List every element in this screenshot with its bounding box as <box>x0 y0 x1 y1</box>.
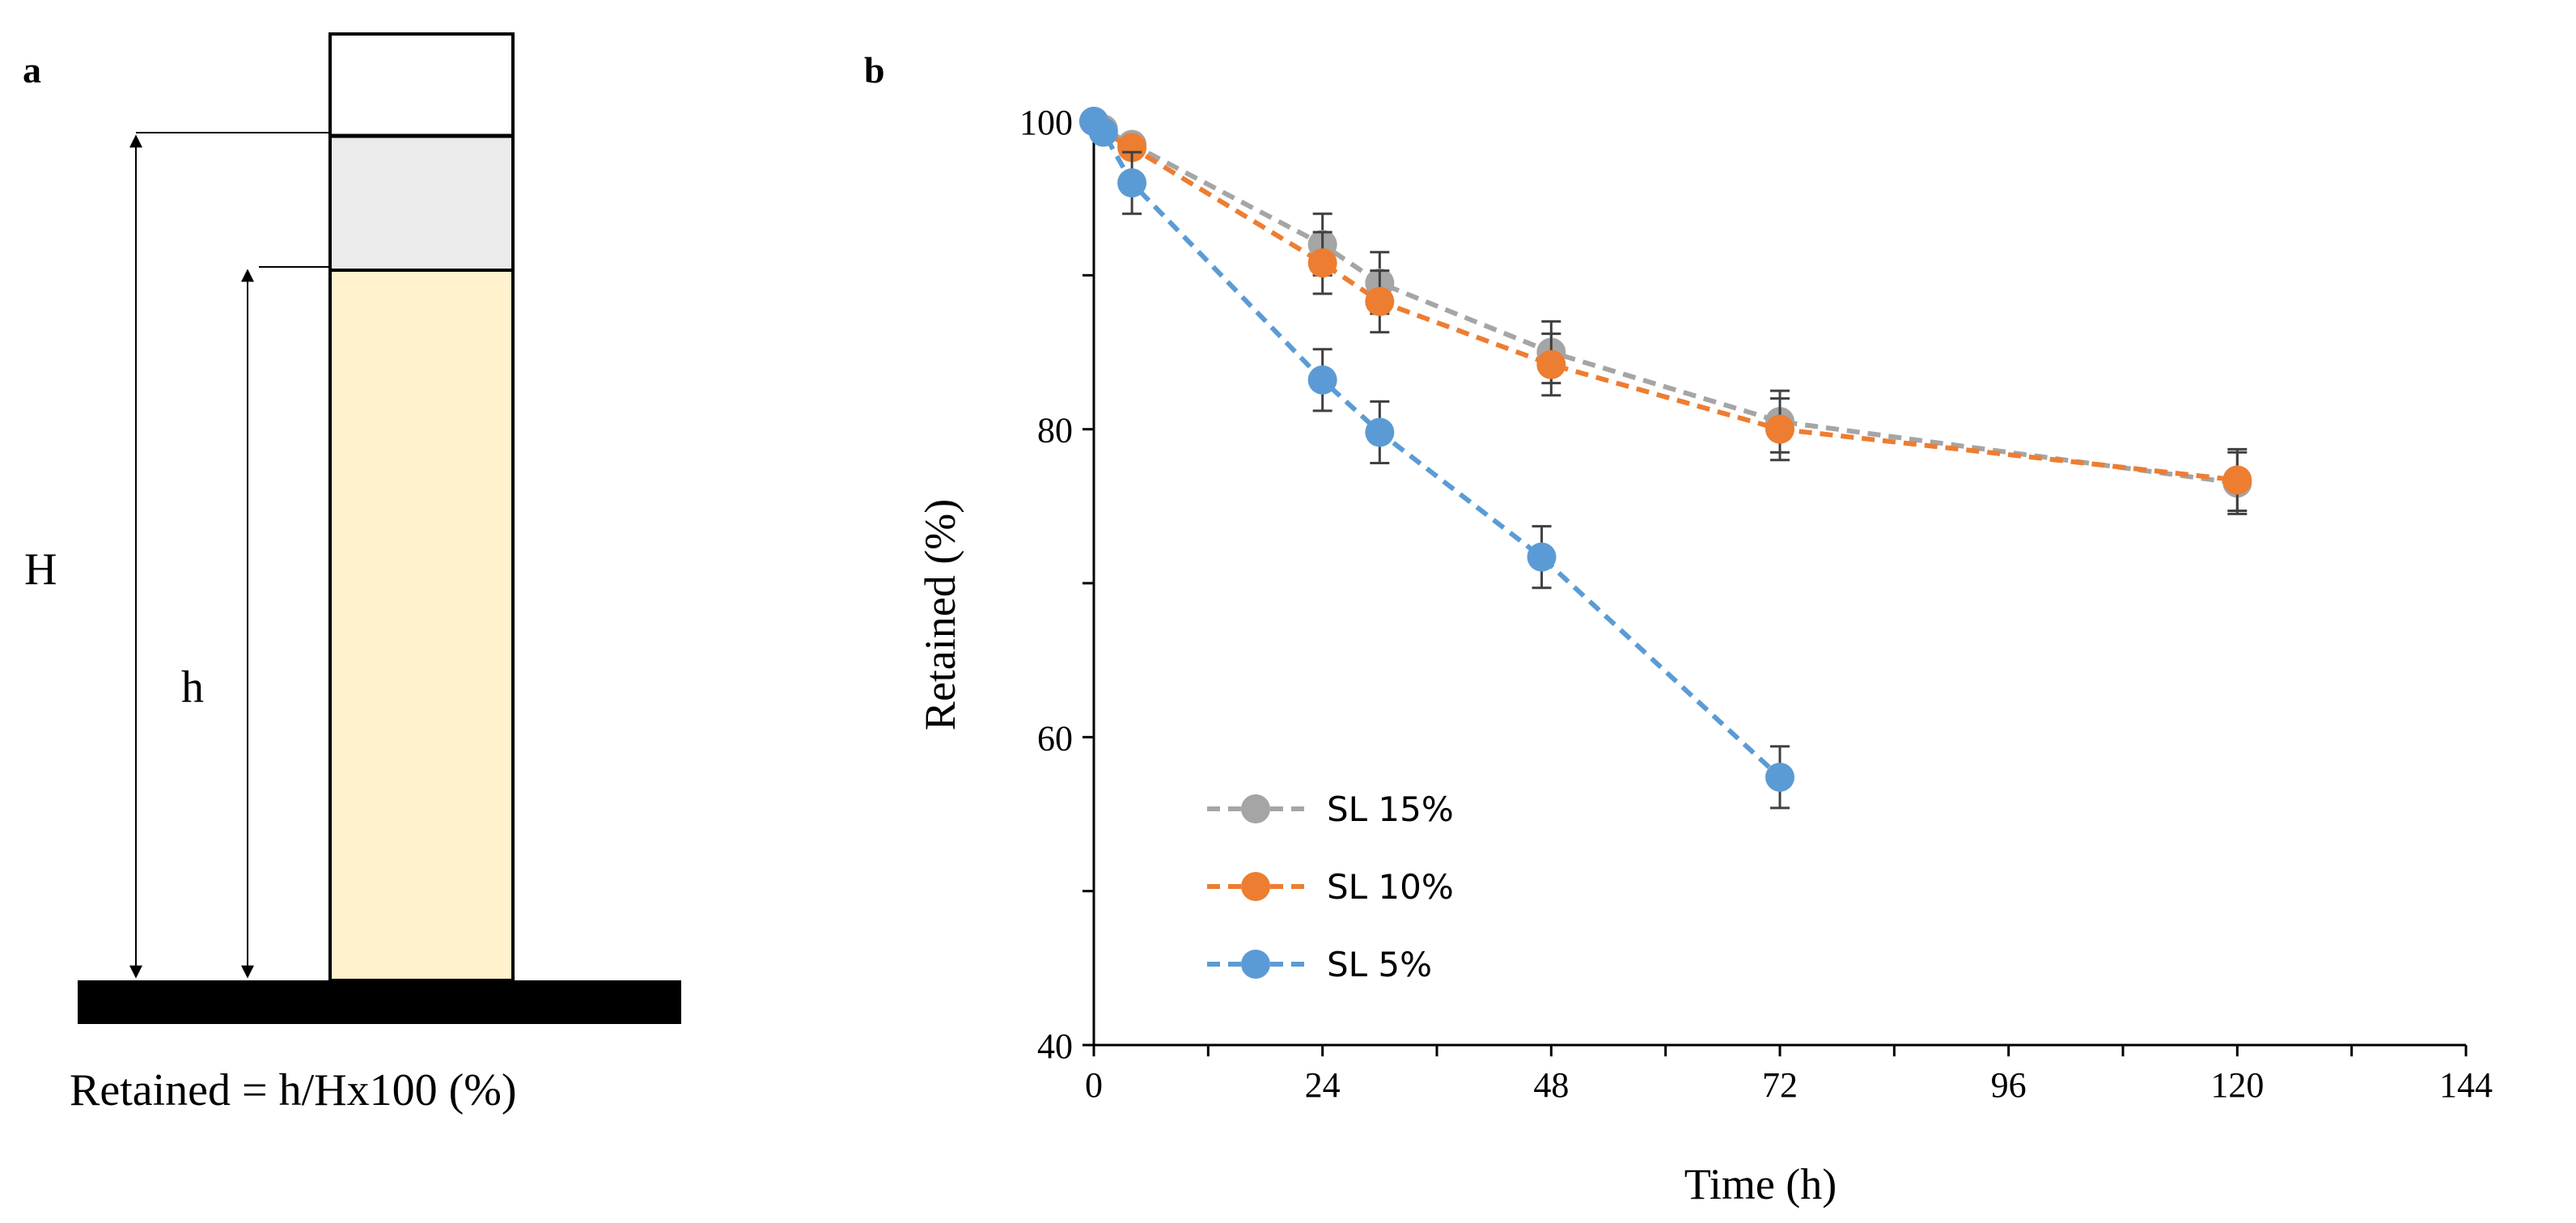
base-platform <box>78 980 681 1024</box>
x-axis-title: Time (h) <box>1684 1160 1837 1208</box>
label-H: H <box>24 544 57 595</box>
data-point <box>1307 248 1337 278</box>
series-group <box>1079 107 2252 515</box>
chart-legend: SL 15% SL 10% SL 5% <box>1207 789 1454 984</box>
legend-label: SL 5% <box>1327 945 1432 984</box>
data-point <box>1117 133 1147 163</box>
data-point <box>1365 417 1395 447</box>
chart-axes: 40 60 80 100 0 24 48 72 96 120 144 <box>1019 103 2493 1105</box>
legend-swatch-marker <box>1241 872 1270 901</box>
panel-a-label: a <box>23 49 41 91</box>
series-line <box>1092 119 2238 486</box>
liquid-column <box>330 270 513 980</box>
data-point <box>1088 117 1118 147</box>
formula-text: Retained = h/Hx100 (%) <box>70 1065 517 1115</box>
data-point <box>1117 168 1147 198</box>
data-point <box>1765 414 1794 444</box>
series-group <box>1079 107 1794 810</box>
x-tick-label: 24 <box>1305 1065 1341 1105</box>
chart-series <box>1079 107 2252 810</box>
x-tick-label: 72 <box>1762 1065 1798 1105</box>
data-point <box>1765 762 1794 792</box>
x-tick-label: 120 <box>2210 1065 2264 1105</box>
y-tick-label: 100 <box>1019 103 1073 142</box>
legend-swatch-marker <box>1241 950 1270 979</box>
y-axis-title: Retained (%) <box>916 499 964 730</box>
foam-layer <box>330 136 513 270</box>
series-group <box>1079 107 2252 513</box>
series-line <box>1091 120 1782 780</box>
legend-label: SL 10% <box>1327 867 1454 907</box>
y-tick-label: 40 <box>1037 1026 1073 1066</box>
label-h: h <box>181 662 204 713</box>
legend-label: SL 15% <box>1327 789 1454 829</box>
x-tick-label: 144 <box>2439 1065 2493 1105</box>
panel-a: a H h Retained = h/Hx100 (%) <box>23 32 681 1115</box>
legend-swatch-marker <box>1241 794 1270 823</box>
x-tick-label: 96 <box>1991 1065 2027 1105</box>
data-point <box>1307 365 1337 395</box>
y-tick-label: 60 <box>1037 718 1073 758</box>
data-point <box>1536 349 1566 379</box>
x-tick-label: 0 <box>1085 1065 1103 1105</box>
data-point <box>1527 542 1557 572</box>
y-tick-label: 80 <box>1037 411 1073 451</box>
series-line <box>1091 120 2238 483</box>
panel-b-label: b <box>864 49 885 91</box>
data-point <box>1365 286 1395 316</box>
x-tick-label: 48 <box>1533 1065 1569 1105</box>
data-point <box>2222 465 2252 495</box>
